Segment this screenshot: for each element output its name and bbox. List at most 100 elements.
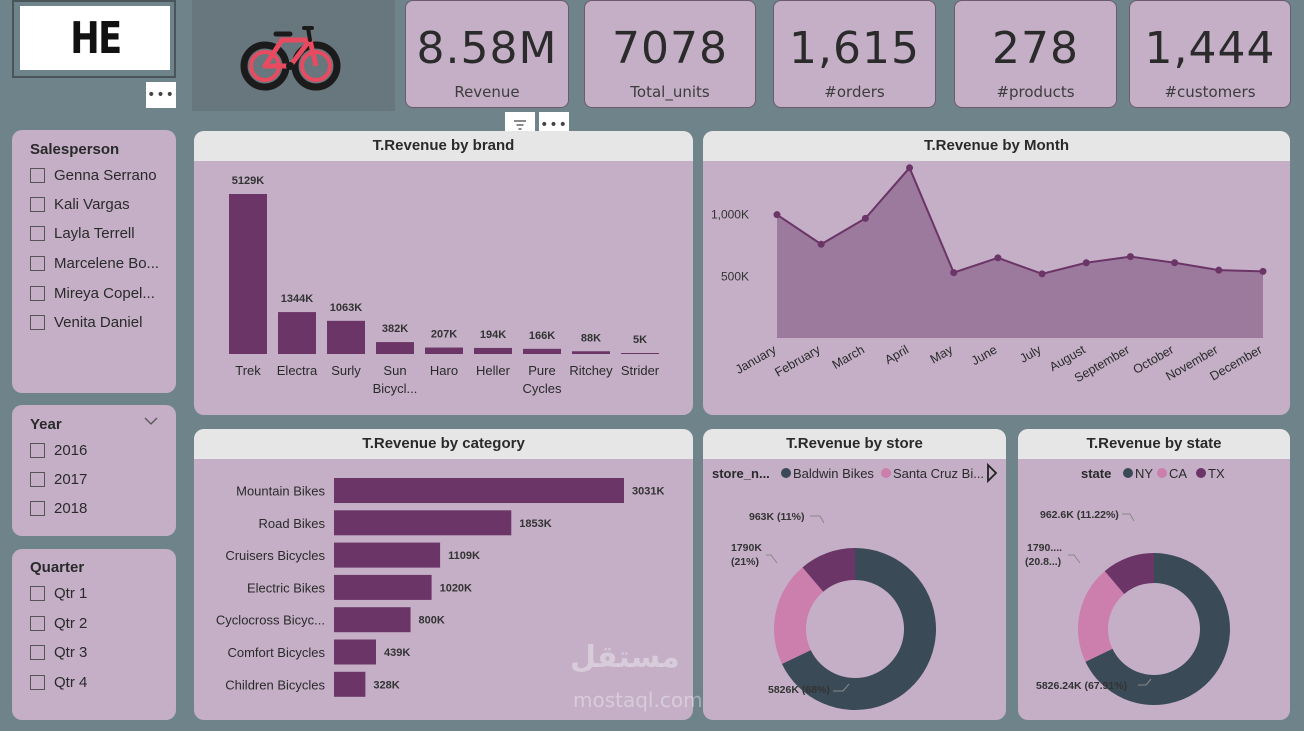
legend-item: Baldwin Bikes [793, 466, 874, 481]
tick-label: Sun [383, 363, 406, 378]
data-label: 5129K [232, 175, 264, 187]
option-label: Qtr 2 [54, 615, 88, 632]
data-label: 166K [529, 330, 555, 342]
legend-marker [1157, 468, 1167, 478]
revenue-by-month-chart[interactable]: T.Revenue by Month 1,000K 500K January Febr… [703, 131, 1290, 415]
logo-more-options-button[interactable]: ••• [146, 82, 176, 108]
bar [376, 342, 414, 354]
checkbox[interactable] [30, 616, 45, 631]
checkbox[interactable] [30, 443, 45, 458]
bar [334, 542, 441, 568]
data-point [817, 240, 825, 248]
legend-next-arrow-icon [987, 462, 998, 484]
data-point [1171, 259, 1179, 267]
salesperson-option[interactable]: Marcelene Bo... [30, 255, 159, 272]
data-label: 207K [431, 329, 457, 341]
quarter-option[interactable]: Qtr 4 [30, 674, 87, 691]
salesperson-option[interactable]: Layla Terrell [30, 225, 135, 242]
checkbox[interactable] [30, 315, 45, 330]
salesperson-option[interactable]: Mireya Copel... [30, 285, 155, 302]
kpi-value: 1,444 [1144, 23, 1276, 74]
data-label: 439K [384, 647, 410, 659]
checkbox[interactable] [30, 675, 45, 690]
option-label: Marcelene Bo... [54, 255, 160, 272]
legend-item: TX [1208, 466, 1225, 481]
logo: HE [20, 6, 170, 70]
bar [334, 574, 432, 600]
legend-marker [881, 468, 891, 478]
year-option[interactable]: 2017 [30, 471, 87, 488]
checkbox[interactable] [30, 197, 45, 212]
checkbox[interactable] [30, 586, 45, 601]
checkbox[interactable] [30, 168, 45, 183]
year-option[interactable]: 2018 [30, 500, 87, 517]
y-tick-label: 500K [721, 269, 749, 283]
revenue-by-category-chart[interactable]: T.Revenue by category Mountain Bikes 3031… [194, 429, 693, 720]
chart-title: T.Revenue by state [1018, 429, 1290, 459]
donut-slice [1085, 553, 1230, 705]
kpi-customers-card[interactable]: 1,444 #customers [1129, 0, 1291, 108]
salesperson-option[interactable]: Genna Serrano [30, 167, 157, 184]
kpi-total-units-card[interactable]: 7078 Total_units [584, 0, 756, 108]
data-label: 1109K [448, 550, 480, 562]
tick-label: Ritchey [569, 363, 613, 378]
donut-slice [781, 548, 936, 710]
option-label: 2018 [54, 500, 88, 517]
kpi-value: 8.58M [416, 23, 558, 74]
donut-slice [1104, 553, 1154, 594]
leader-line [1138, 678, 1152, 686]
data-label: 1020K [440, 582, 472, 594]
chevron-down-icon[interactable] [144, 417, 158, 426]
checkbox[interactable] [30, 256, 45, 271]
watermark-arabic: مستقل [570, 640, 680, 675]
kpi-label: #customers [1164, 83, 1256, 101]
x-tick-label: May [928, 342, 956, 366]
option-label: Qtr 4 [54, 674, 88, 691]
x-tick-label: April [882, 342, 911, 367]
salesperson-option[interactable]: Kali Vargas [30, 196, 130, 213]
kpi-label: #orders [824, 83, 885, 101]
store-donut-chart-svg: store_n... Baldwin Bikes Santa Cruz Bi... 5… [712, 462, 998, 710]
kpi-orders-card[interactable]: 1,615 #orders [773, 0, 936, 108]
checkbox[interactable] [30, 501, 45, 516]
kpi-revenue-card[interactable]: 8.58M Revenue [405, 0, 569, 108]
checkbox[interactable] [30, 472, 45, 487]
category-label: Cruisers Bicycles [225, 548, 325, 563]
data-point [1082, 259, 1090, 267]
bar [334, 478, 624, 503]
revenue-by-state-chart[interactable]: T.Revenue by state state NY CA TX 5826.24K (… [1018, 429, 1290, 720]
quarter-option[interactable]: Qtr 1 [30, 585, 87, 602]
x-tick-label: January [733, 342, 779, 377]
quarter-option[interactable]: Qtr 2 [30, 615, 87, 632]
data-label: 1853K [519, 518, 551, 530]
data-label: 1344K [281, 293, 313, 305]
revenue-by-brand-chart[interactable]: T.Revenue by brand 5129K Trek 1344K Electra… [194, 131, 693, 415]
legend-title: store_n... [712, 466, 770, 481]
quarter-slicer: Quarter Qtr 1 Qtr 2 Qtr 3 Qtr 4 [12, 549, 176, 720]
checkbox[interactable] [30, 286, 45, 301]
data-point [950, 269, 958, 277]
bar [474, 347, 512, 354]
option-label: 2016 [54, 442, 88, 459]
revenue-by-store-chart[interactable]: T.Revenue by store store_n... Baldwin Bik… [703, 429, 1006, 720]
data-label: 1790.... [1027, 542, 1062, 554]
bar [621, 353, 659, 354]
chart-title: T.Revenue by category [194, 429, 693, 459]
kpi-products-card[interactable]: 278 #products [954, 0, 1117, 108]
tick-label: Strider [621, 363, 660, 378]
donut-slice [1078, 571, 1125, 662]
salesperson-option[interactable]: Venita Daniel [30, 314, 142, 331]
checkbox[interactable] [30, 226, 45, 241]
quarter-option[interactable]: Qtr 3 [30, 644, 87, 661]
x-tick-label: March [830, 342, 867, 372]
year-option[interactable]: 2016 [30, 442, 87, 459]
kpi-label: #products [996, 83, 1075, 101]
tick-label: Heller [476, 363, 511, 378]
leader-line [766, 554, 778, 564]
data-label: 194K [480, 329, 506, 341]
slicer-title: Quarter [30, 559, 85, 576]
checkbox[interactable] [30, 645, 45, 660]
slicer-title: Year [30, 416, 62, 433]
bar [334, 639, 377, 665]
